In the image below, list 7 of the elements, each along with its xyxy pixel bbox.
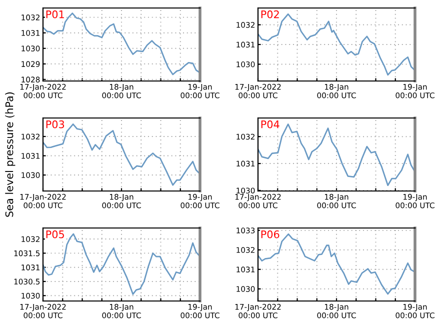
chart-title: P01 [46, 10, 64, 18]
chart-title: P06 [261, 230, 280, 238]
chart-title: P05 [46, 230, 64, 238]
y-axis-title: Sea level pressure (hPa) [5, 92, 16, 217]
chart-title: P03 [46, 120, 64, 128]
chart-title: P04 [261, 120, 280, 128]
chart-title: P02 [261, 10, 279, 18]
